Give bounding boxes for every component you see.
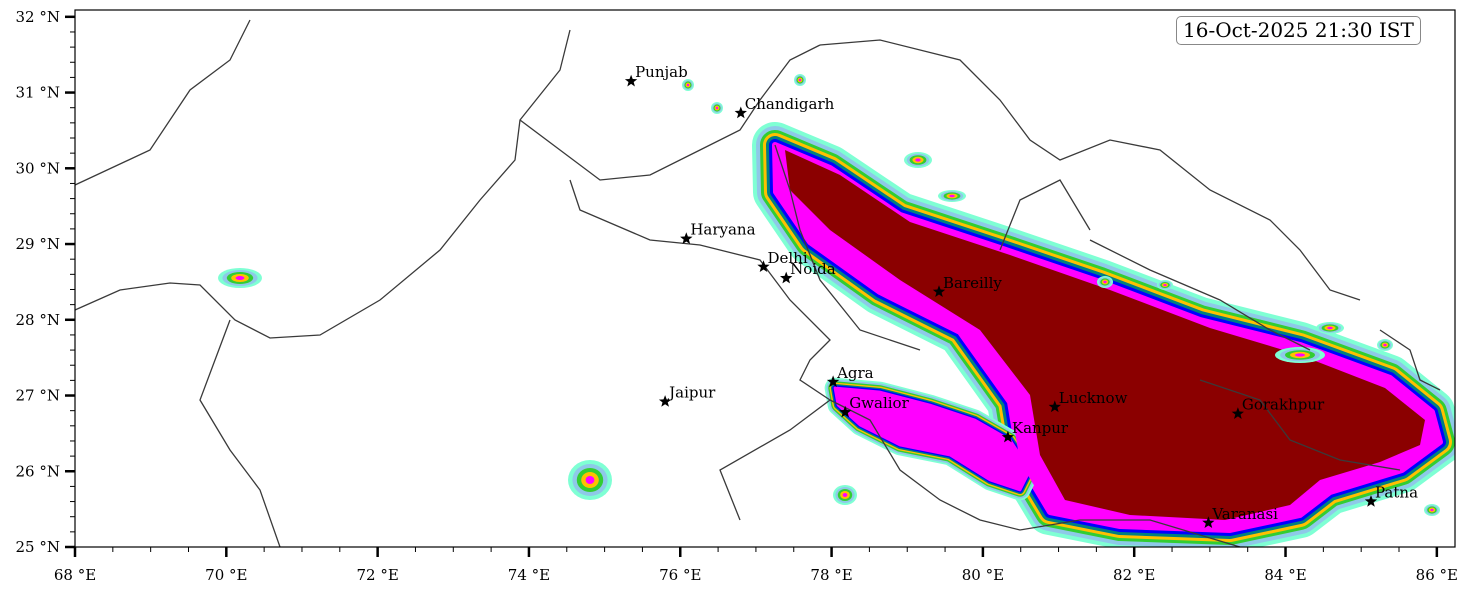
rain-cell [1163,284,1167,286]
rain-cell [686,83,690,87]
city-label: Lucknow [1059,389,1128,407]
rain-cell [1430,508,1434,512]
star-icon [1364,495,1378,507]
y-tick-label: 32 °N [16,8,60,26]
city-label: Patna [1375,484,1418,502]
city-label: Haryana [690,221,755,239]
city-patna: Patna [1364,484,1418,507]
border-line [999,179,1091,251]
border-line [1089,239,1311,351]
border-line [829,399,1241,547]
y-tick-label: 26 °N [16,462,60,480]
star-icon [1048,400,1061,413]
rain-cell [1295,353,1305,357]
border-line [75,29,571,339]
y-tick-label: 30 °N [16,159,60,177]
x-tick-label: 80 °E [962,566,1004,584]
city-label: Agra [836,364,874,382]
y-tick-label: 31 °N [16,84,60,102]
border-line [199,319,281,547]
border-line [1199,379,1401,471]
y-tick-label: 28 °N [16,311,60,329]
star-icon [624,74,638,87]
city-lucknow: Lucknow [1048,389,1128,413]
star-icon [1231,407,1244,419]
x-tick-label: 78 °E [810,566,852,584]
south-rain-band [833,386,1032,492]
rain-cell [842,493,848,497]
x-tick-label: 84 °E [1264,566,1306,584]
city-label: Varanasi [1211,505,1278,523]
x-tick-label: 82 °E [1113,566,1155,584]
star-icon [658,395,672,407]
y-tick-label: 27 °N [16,387,60,405]
y-tick-label: 29 °N [16,235,60,253]
city-label: Jaipur [667,384,716,402]
star-icon [1001,430,1014,443]
city-delhi: Delhi [757,249,808,272]
extreme-rain-zone [785,150,1425,520]
precipitation-field [218,74,1455,547]
city-haryana: Haryana [680,221,756,244]
rain-cell [585,476,595,484]
rain-cell [949,194,955,198]
x-tick-label: 86 °E [1416,566,1458,584]
city-label: Gwalior [849,394,909,412]
city-label: Kanpur [1012,419,1069,437]
city-agra: Agra [826,364,874,388]
city-label: Delhi [767,249,807,267]
star-icon [839,405,852,418]
city-chandigarh: Chandigarh [734,95,835,119]
border-line [75,19,251,186]
city-noida: Noida [780,260,836,284]
city-label: Chandigarh [745,95,835,113]
star-icon [932,285,946,297]
x-tick-label: 76 °E [659,566,701,584]
city-label: Bareilly [943,274,1002,292]
rain-cell [1327,326,1333,330]
rain-cell [235,276,245,280]
border-line [1379,329,1441,391]
city-gwalior: Gwalior [839,394,910,418]
city-label: Punjab [635,63,688,81]
city-label: Gorakhpur [1242,396,1325,414]
rain-cell [798,78,802,82]
border-line [774,144,921,351]
city-punjab: Punjab [624,63,688,87]
x-tick-label: 74 °E [508,566,550,584]
border-line [519,44,821,181]
city-label: Noida [790,260,836,278]
timestamp-label: 16-Oct-2025 21:30 IST [1176,16,1421,45]
axes: 68 °E 70 °E 72 °E 74 °E 76 °E 78 °E 80 °E 82 °E… [16,8,1458,584]
rain-cell [1103,280,1107,284]
star-icon [680,232,693,244]
x-tick-label: 72 °E [356,566,398,584]
border-line [569,179,832,521]
city-gorakhpur: Gorakhpur [1231,396,1325,419]
city-varanasi: Varanasi [1202,505,1278,528]
y-tick-label: 25 °N [16,538,60,556]
state-borders [75,19,1441,547]
city-jaipur: Jaipur [658,384,716,407]
star-icon [757,260,770,272]
star-icon [780,271,793,284]
star-icon [1202,516,1215,528]
star-icon [734,106,747,119]
city-bareilly: Bareilly [932,274,1002,297]
map-frame [74,9,1456,548]
x-tick-label: 68 °E [54,566,96,584]
city-kanpur: Kanpur [1001,419,1069,443]
rain-cell [715,106,719,110]
rain-cell [915,158,921,162]
border-line [819,39,1361,301]
star-icon [826,375,840,388]
x-tick-label: 70 °E [205,566,247,584]
rain-cell [1383,343,1387,347]
